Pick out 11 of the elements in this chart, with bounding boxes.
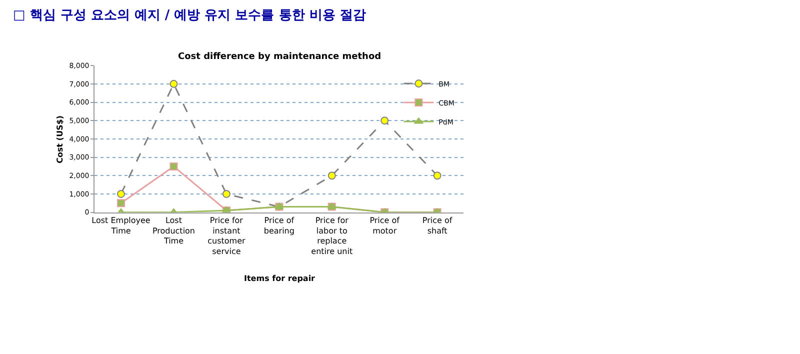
x-tick-label: Price of shaft <box>422 216 452 236</box>
x-tick-label: Price for labor to replace entire unit <box>311 216 353 256</box>
y-axis-title: Cost (US$) <box>55 115 64 164</box>
chart-subtitle: Cost difference by maintenance method <box>178 52 382 62</box>
x-tick-label: Price of motor <box>370 216 400 236</box>
x-tick-label: Price of bearing <box>264 216 294 236</box>
x-axis-title: Items for repair <box>244 274 316 283</box>
chart-title: □ 핵심 구성 요소의 예지 / 예방 유지 보수를 통한 비용 절감 <box>13 8 366 23</box>
x-tick-label: Lost Employee Time <box>92 216 150 236</box>
x-tick-label: Price for instant customer service <box>208 216 246 256</box>
x-tick-label: Lost Production Time <box>152 216 196 246</box>
